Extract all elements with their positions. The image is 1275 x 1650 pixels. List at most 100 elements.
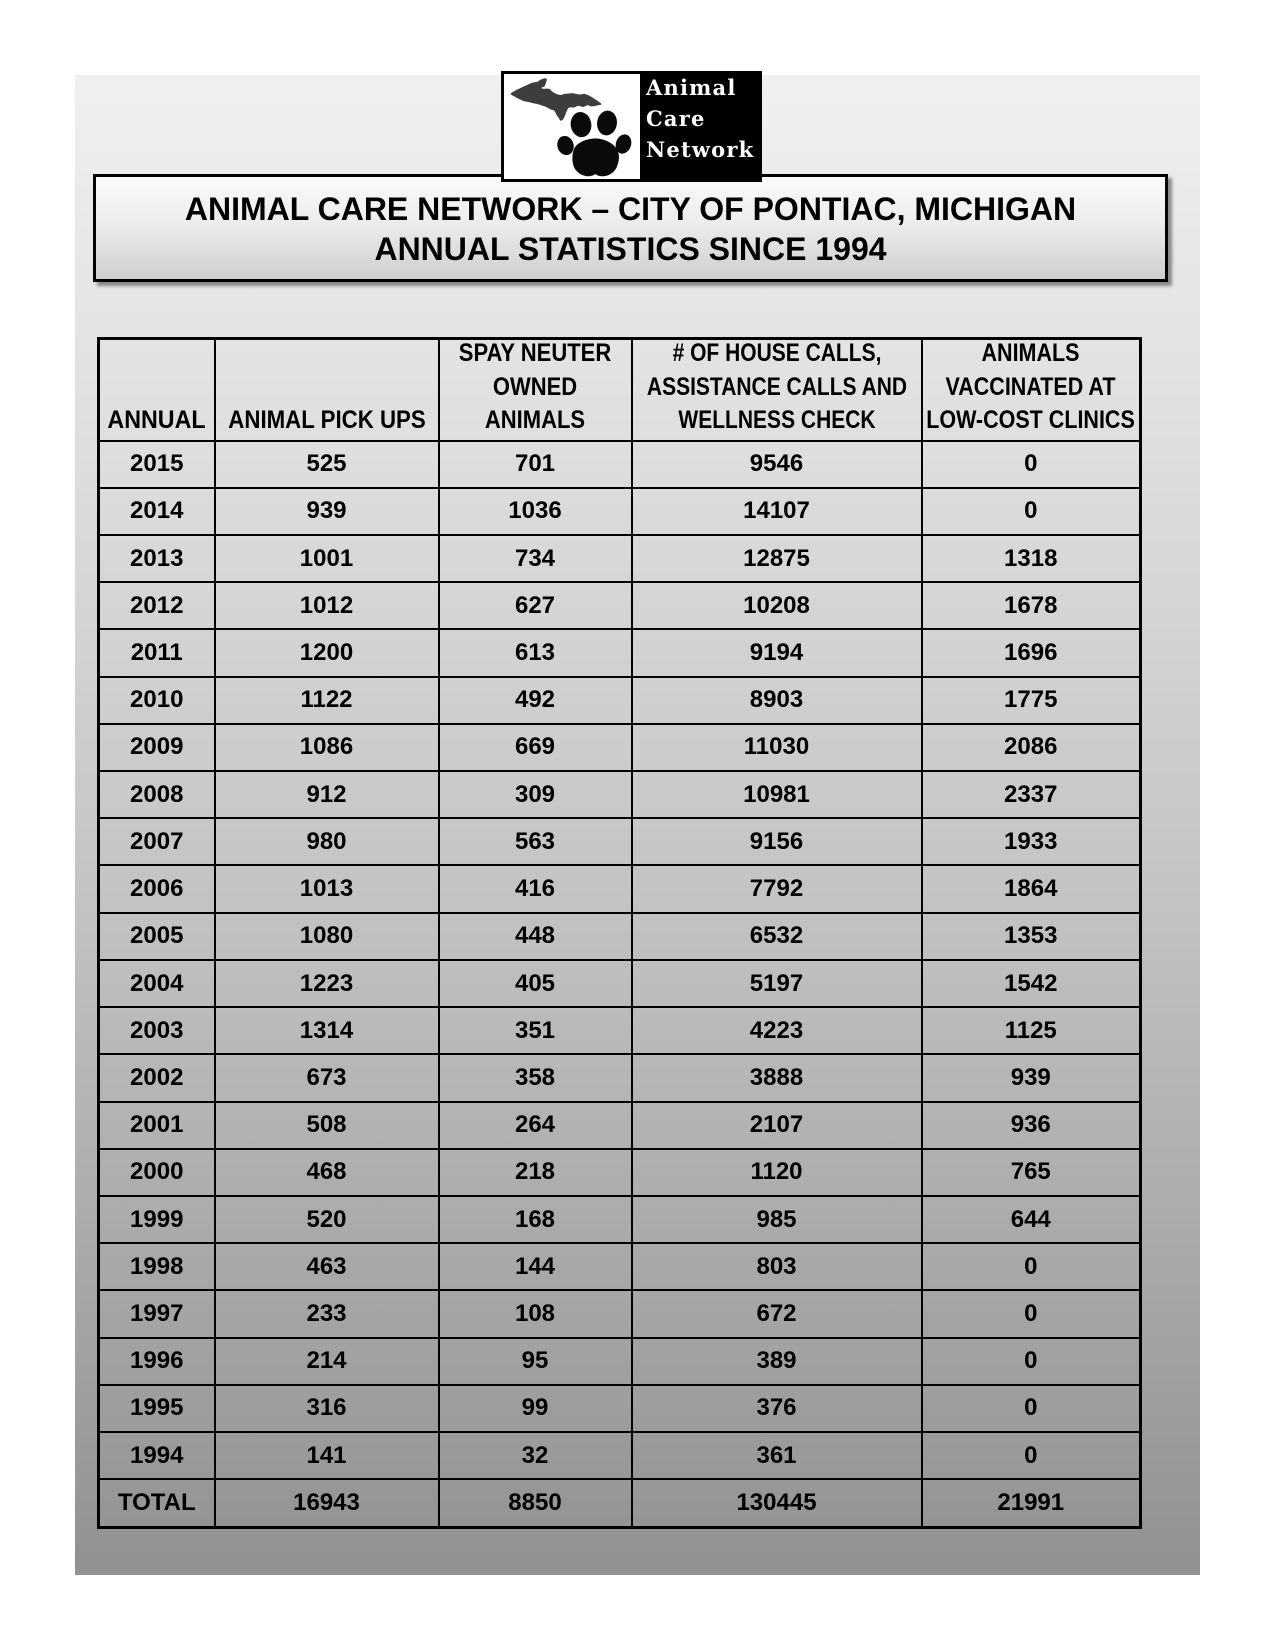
- cell-vaccinated: 1933: [920, 817, 1142, 867]
- logo-artwork: [504, 74, 640, 179]
- cell-house-calls: 2107: [630, 1100, 923, 1150]
- cell-pick-ups: 912: [213, 770, 440, 820]
- logo-wordmark: Animal Care Network: [640, 74, 759, 179]
- cell-vaccinated: 0: [920, 1336, 1142, 1386]
- cell-pick-ups: 673: [213, 1053, 440, 1103]
- cell-house-calls: 361: [630, 1431, 923, 1481]
- cell-pick-ups: 1122: [213, 675, 440, 725]
- cell-year: 1998: [97, 1242, 216, 1292]
- cell-year: 2015: [97, 439, 216, 489]
- cell-year: 2006: [97, 864, 216, 914]
- table-row: 2014 939 1036 14107 0: [97, 486, 1142, 536]
- cell-house-calls: 672: [630, 1289, 923, 1339]
- cell-house-calls: 7792: [630, 864, 923, 914]
- cell-house-calls: 130445: [630, 1478, 923, 1529]
- cell-year: 2013: [97, 533, 216, 584]
- cell-house-calls: 10208: [630, 581, 923, 631]
- cell-vaccinated: 644: [920, 1194, 1142, 1245]
- cell-spay-neuter: 1036: [437, 486, 633, 536]
- cell-spay-neuter: 99: [437, 1383, 633, 1434]
- michigan-upper-peninsula-icon: [510, 78, 602, 121]
- cell-house-calls: 14107: [630, 486, 923, 536]
- title-line-2: ANNUAL STATISTICS SINCE 1994: [374, 231, 887, 267]
- table-row: 2004 1223 405 5197 1542: [97, 958, 1142, 1009]
- annual-statistics-table: ANNUAL ANIMAL PICK UPS SPAY NEUTER OWNED…: [97, 337, 1142, 1529]
- cell-year: 2010: [97, 675, 216, 725]
- cell-vaccinated: 1318: [920, 533, 1142, 584]
- cell-year: 2012: [97, 581, 216, 631]
- cell-spay-neuter: 358: [437, 1053, 633, 1103]
- table-row: 2007 980 563 9156 1933: [97, 817, 1142, 867]
- cell-pick-ups: 1080: [213, 911, 440, 961]
- title-text-block: ANIMAL CARE NETWORK – CITY OF PONTIAC, M…: [96, 177, 1165, 269]
- cell-house-calls: 1120: [630, 1147, 923, 1198]
- cell-spay-neuter: 734: [437, 533, 633, 584]
- table-row: 1999 520 168 985 644: [97, 1194, 1142, 1245]
- table-body: 2015 525 701 9546 0 2014 939 1036 14107 0 2013 1001…: [97, 439, 1142, 1529]
- cell-year: 2014: [97, 486, 216, 536]
- cell-vaccinated: 1353: [920, 911, 1142, 961]
- cell-year: 2007: [97, 817, 216, 867]
- cell-spay-neuter: 95: [437, 1336, 633, 1386]
- cell-vaccinated: 0: [920, 1289, 1142, 1339]
- cell-house-calls: 376: [630, 1383, 923, 1434]
- table-row: 1995 316 99 376 0: [97, 1383, 1142, 1434]
- cell-pick-ups: 468: [213, 1147, 440, 1198]
- cell-year: 2005: [97, 911, 216, 961]
- cell-pick-ups: 1013: [213, 864, 440, 914]
- cell-total-label: TOTAL: [97, 1478, 216, 1529]
- cell-year: 1996: [97, 1336, 216, 1386]
- cell-vaccinated: 1125: [920, 1006, 1142, 1056]
- cell-house-calls: 9156: [630, 817, 923, 867]
- cell-pick-ups: 980: [213, 817, 440, 867]
- cell-pick-ups: 508: [213, 1100, 440, 1150]
- cell-year: 1994: [97, 1431, 216, 1481]
- cell-vaccinated: 936: [920, 1100, 1142, 1150]
- cell-spay-neuter: 351: [437, 1006, 633, 1056]
- cell-year: 1999: [97, 1194, 216, 1245]
- table-row: 2009 1086 669 11030 2086: [97, 722, 1142, 773]
- title-box: ANIMAL CARE NETWORK – CITY OF PONTIAC, M…: [93, 174, 1168, 282]
- table-row: 2013 1001 734 12875 1318: [97, 533, 1142, 584]
- cell-spay-neuter: 218: [437, 1147, 633, 1198]
- table-header: ANNUAL ANIMAL PICK UPS SPAY NEUTER OWNED…: [97, 337, 1142, 442]
- cell-vaccinated: 765: [920, 1147, 1142, 1198]
- title-line-1: ANIMAL CARE NETWORK – CITY OF PONTIAC, M…: [184, 191, 1077, 227]
- cell-vaccinated: 1542: [920, 958, 1142, 1009]
- cell-house-calls: 12875: [630, 533, 923, 584]
- cell-vaccinated: 2086: [920, 722, 1142, 773]
- table-row: 2002 673 358 3888 939: [97, 1053, 1142, 1103]
- cell-pick-ups: 1001: [213, 533, 440, 584]
- cell-pick-ups: 233: [213, 1289, 440, 1339]
- cell-spay-neuter: 563: [437, 817, 633, 867]
- cell-vaccinated: 939: [920, 1053, 1142, 1103]
- cell-year: 1995: [97, 1383, 216, 1434]
- cell-pick-ups: 1086: [213, 722, 440, 773]
- cell-year: 1997: [97, 1289, 216, 1339]
- cell-vaccinated: 21991: [920, 1478, 1142, 1529]
- cell-spay-neuter: 701: [437, 439, 633, 489]
- cell-pick-ups: 214: [213, 1336, 440, 1386]
- header-spay-neuter: SPAY NEUTER OWNED ANIMALS: [437, 337, 633, 442]
- cell-vaccinated: 2337: [920, 770, 1142, 820]
- table-row: 2012 1012 627 10208 1678: [97, 581, 1142, 631]
- table-row: 2008 912 309 10981 2337: [97, 770, 1142, 820]
- cell-spay-neuter: 613: [437, 628, 633, 678]
- cell-year: 2003: [97, 1006, 216, 1056]
- table-row: 2006 1013 416 7792 1864: [97, 864, 1142, 914]
- cell-house-calls: 8903: [630, 675, 923, 725]
- animal-care-network-logo: Animal Care Network: [501, 71, 762, 182]
- cell-house-calls: 389: [630, 1336, 923, 1386]
- cell-year: 2009: [97, 722, 216, 773]
- header-vaccinated: ANIMALS VACCINATED AT LOW-COST CLINICS: [920, 337, 1142, 442]
- cell-spay-neuter: 168: [437, 1194, 633, 1245]
- cell-year: 2011: [97, 628, 216, 678]
- cell-house-calls: 3888: [630, 1053, 923, 1103]
- cell-house-calls: 9194: [630, 628, 923, 678]
- cell-spay-neuter: 32: [437, 1431, 633, 1481]
- table-row: 2011 1200 613 9194 1696: [97, 628, 1142, 678]
- cell-year: 2002: [97, 1053, 216, 1103]
- cell-spay-neuter: 309: [437, 770, 633, 820]
- cell-house-calls: 5197: [630, 958, 923, 1009]
- cell-pick-ups: 939: [213, 486, 440, 536]
